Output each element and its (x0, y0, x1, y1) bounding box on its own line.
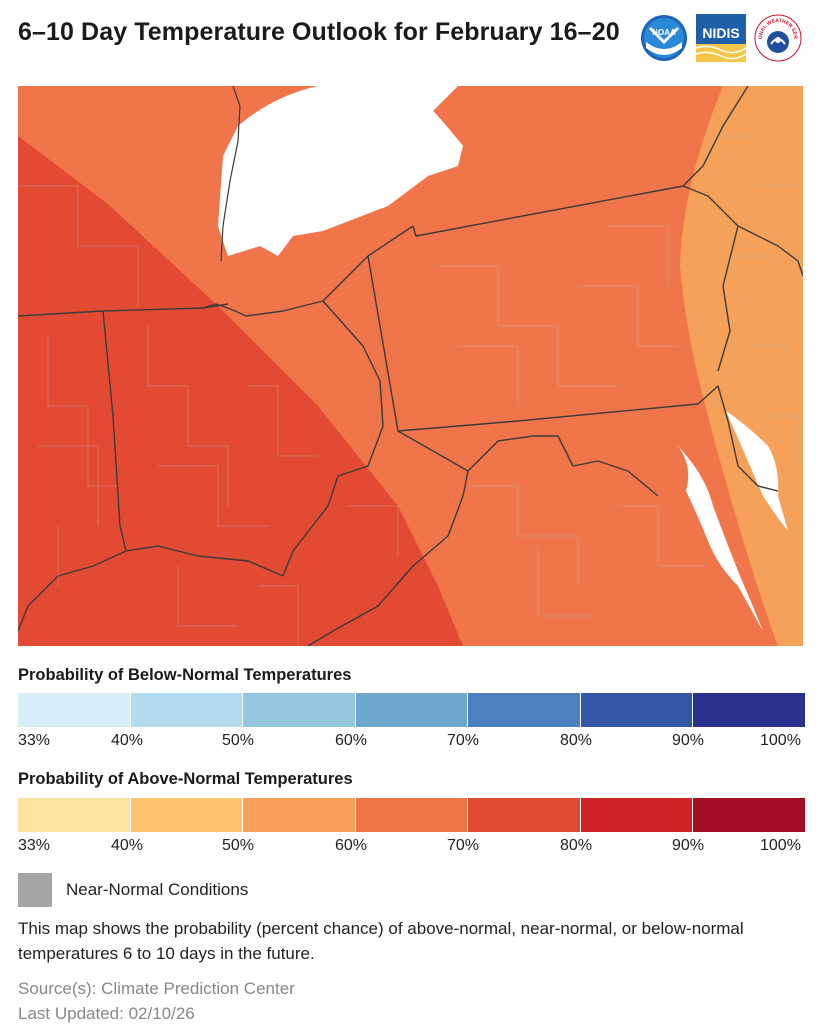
below-tick-70: 70% (447, 732, 480, 749)
nws-logo: NATIONAL WEATHER SERVICE (754, 14, 802, 62)
below-swatch-33-40 (18, 693, 131, 727)
below-tick-80: 80% (560, 732, 593, 749)
near-normal-swatch (18, 873, 52, 907)
noaa-logo: NOAA (641, 15, 687, 61)
above-swatch-40-50 (130, 798, 244, 832)
below-normal-ticks: 33% 40% 50% 60% 70% 80% 90% 100% (0, 732, 820, 754)
above-swatch-80-90 (580, 798, 694, 832)
near-normal-legend: Near-Normal Conditions (18, 873, 248, 907)
footer-meta: Source(s): Climate Prediction Center Las… (18, 976, 295, 1026)
above-swatch-60-70 (355, 798, 469, 832)
map-description: This map shows the probability (percent … (18, 919, 744, 963)
state-borders (18, 86, 803, 646)
below-swatch-70-80 (468, 693, 581, 727)
below-swatch-40-50 (130, 693, 244, 727)
above-normal-ticks: 33% 40% 50% 60% 70% 80% 90% 100% (0, 837, 820, 859)
last-updated-text: Last Updated: 02/10/26 (18, 1004, 195, 1023)
below-swatch-90-100 (693, 693, 806, 727)
below-swatch-60-70 (355, 693, 469, 727)
map-zone-70-80 (18, 136, 463, 646)
chesapeake-bay (678, 446, 763, 631)
below-tick-40: 40% (111, 732, 144, 749)
below-tick-50: 50% (222, 732, 255, 749)
county-lines (18, 135, 799, 646)
below-swatch-80-90 (580, 693, 694, 727)
below-swatch-50-60 (243, 693, 356, 727)
below-tick-100: 100% (760, 732, 801, 749)
above-swatch-50-60 (243, 798, 356, 832)
above-tick-33: 33% (18, 837, 51, 854)
below-tick-33: 33% (18, 732, 51, 749)
above-tick-100: 100% (760, 837, 801, 854)
logo-group: NOAA NIDIS NATIONAL WEATHER SERVICE (640, 14, 802, 62)
above-tick-90: 90% (672, 837, 705, 854)
nidis-logo: NIDIS (696, 14, 746, 62)
above-normal-legend-title: Probability of Above-Normal Temperatures (18, 770, 353, 788)
above-tick-50: 50% (222, 837, 255, 854)
above-tick-80: 80% (560, 837, 593, 854)
above-normal-color-bar (18, 798, 806, 832)
lake-erie-area (18, 86, 803, 256)
below-normal-color-bar (18, 693, 806, 727)
below-tick-90: 90% (672, 732, 705, 749)
michigan-border-west (220, 86, 241, 262)
nidis-logo-text: NIDIS (702, 25, 739, 41)
source-text: Source(s): Climate Prediction Center (18, 979, 295, 998)
outlook-map (18, 86, 803, 646)
above-swatch-90-100 (693, 798, 806, 832)
above-tick-40: 40% (111, 837, 144, 854)
above-swatch-33-40 (18, 798, 131, 832)
above-tick-70: 70% (447, 837, 480, 854)
below-normal-legend-title: Probability of Below-Normal Temperatures (18, 666, 352, 684)
above-swatch-70-80 (468, 798, 581, 832)
near-normal-label: Near-Normal Conditions (66, 880, 249, 899)
page-title: 6–10 Day Temperature Outlook for Februar… (18, 18, 620, 46)
delaware-bay (726, 411, 788, 531)
noaa-logo-text: NOAA (652, 28, 676, 37)
below-tick-60: 60% (335, 732, 368, 749)
above-tick-60: 60% (335, 837, 368, 854)
border-mi-in-oh (18, 303, 229, 317)
